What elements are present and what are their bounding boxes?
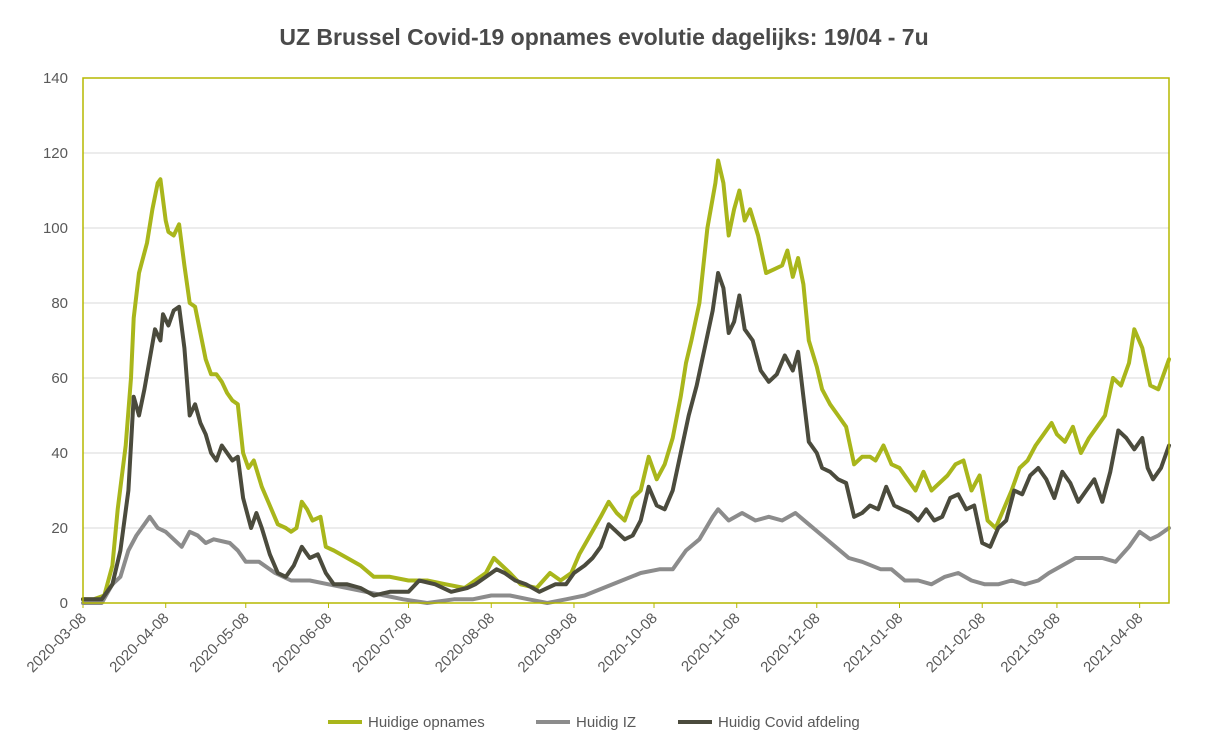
x-tick-label-2020-06-08: 2020-06-08	[269, 610, 335, 676]
x-tick-label-2020-05-08: 2020-05-08	[186, 610, 252, 676]
series-line-1	[81, 158, 1171, 602]
x-tick-label-2020-07-08: 2020-07-08	[349, 610, 415, 676]
x-tick-label-2020-11-08: 2020-11-08	[678, 610, 743, 675]
x-tick-label-2020-12-08: 2020-12-08	[757, 610, 823, 676]
y-tick-label-120: 120	[43, 145, 68, 162]
legend-label-3: Huidig Covid afdeling	[718, 714, 860, 731]
plot-area-border	[82, 77, 1170, 604]
x-tick-label-2021-03-08: 2021-03-08	[997, 610, 1063, 676]
chart-title: UZ Brussel Covid-19 opnames evolutie dag…	[279, 24, 928, 50]
x-tick-label-2021-01-08: 2021-01-08	[840, 610, 906, 676]
y-tick-label-100: 100	[43, 220, 68, 237]
x-tick-label-2021-02-08: 2021-02-08	[923, 610, 989, 676]
series-line-2	[81, 507, 1171, 605]
x-axis-ticks: 2020-03-08 2020-04-08 2020-05-08 2020-06-08…	[24, 603, 1146, 676]
x-tick-label-2020-04-08: 2020-04-08	[106, 610, 172, 676]
y-tick-label-0: 0	[60, 595, 68, 612]
legend-label-1: Huidige opnames	[368, 714, 485, 731]
x-tick-label-2020-08-08: 2020-08-08	[432, 610, 498, 676]
y-tick-label-60: 60	[51, 370, 68, 387]
y-tick-label-20: 20	[51, 520, 68, 537]
series-lines	[81, 158, 1171, 605]
gridlines	[83, 152, 1169, 529]
legend: Huidige opnames Huidig IZ Huidig Covid afd…	[328, 714, 860, 731]
x-tick-label-2020-03-08: 2020-03-08	[24, 610, 90, 676]
x-tick-label-2021-04-08: 2021-04-08	[1080, 610, 1146, 676]
legend-label-2: Huidig IZ	[576, 714, 636, 731]
y-tick-label-80: 80	[51, 295, 68, 312]
x-tick-label-2020-10-08: 2020-10-08	[595, 610, 661, 676]
y-tick-label-40: 40	[51, 445, 68, 462]
y-tick-label-140: 140	[43, 70, 68, 87]
x-tick-label-2020-09-08: 2020-09-08	[515, 610, 581, 676]
series-line-3	[81, 271, 1171, 602]
y-axis-ticks: 0 20 40 60 80 100 120 140	[43, 70, 68, 612]
